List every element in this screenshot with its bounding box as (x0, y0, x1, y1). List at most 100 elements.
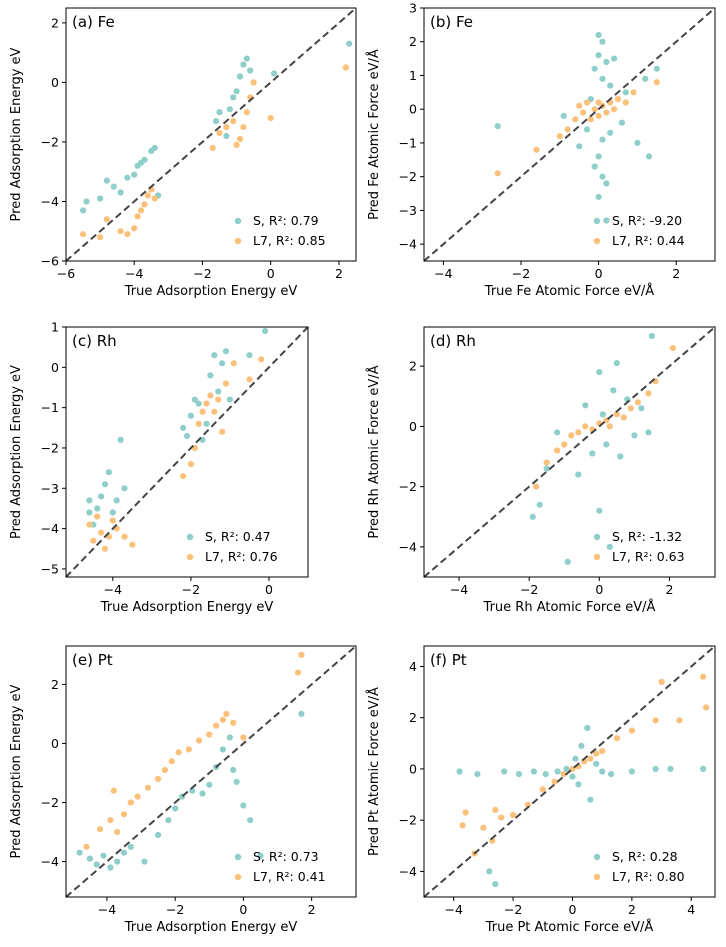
data-point-l7 (83, 843, 90, 850)
data-point-l7 (94, 513, 101, 520)
panel-title: (c) Rh (72, 332, 117, 350)
data-point-s (141, 858, 148, 865)
legend-entry-s: S, R²: -1.32 (612, 529, 682, 544)
points-group (529, 332, 677, 566)
y-axis-label: Pred Adsorption Energy eV (9, 47, 24, 221)
axes-frame (65, 645, 357, 898)
data-point-l7 (109, 517, 116, 524)
y-tick-label: −4 (41, 194, 59, 209)
x-tick-label: 2 (628, 902, 636, 917)
data-point-s (575, 781, 582, 788)
data-point-s (199, 790, 206, 797)
data-point-s (575, 471, 582, 478)
data-point-l7 (222, 380, 230, 387)
data-point-l7 (216, 129, 223, 137)
legend: S, R²: -1.32 L7, R²: 0.63 (593, 529, 685, 564)
x-tick-label: 2 (672, 266, 680, 281)
data-point-s (271, 70, 278, 77)
data-point-l7 (568, 432, 575, 439)
y-tick-label: 2 (51, 677, 59, 692)
data-point-l7 (161, 766, 168, 774)
y-tick-label: −4 (399, 237, 417, 252)
data-point-s (645, 429, 652, 436)
data-point-l7 (223, 124, 230, 131)
data-point-l7 (97, 234, 104, 241)
data-point-l7 (509, 811, 517, 819)
data-point-s (529, 513, 536, 520)
panel-title: (d) Rh (430, 332, 476, 350)
data-point-s (563, 765, 570, 773)
data-point-l7 (533, 146, 540, 153)
x-tick-label: −2 (166, 902, 184, 917)
data-point-s (596, 507, 603, 514)
y-tick-label: −4 (399, 539, 417, 554)
data-point-l7 (298, 651, 305, 659)
data-point-l7 (703, 704, 710, 711)
axes-frame (65, 7, 357, 262)
data-point-l7 (223, 710, 230, 718)
data-point-l7 (185, 746, 192, 753)
data-point-s (226, 106, 233, 113)
data-point-l7 (582, 423, 589, 430)
identity-diagonal-line (65, 326, 309, 578)
data-point-l7 (556, 133, 563, 140)
legend-marker-l7 (593, 873, 601, 881)
legend-marker-l7 (234, 873, 242, 881)
data-point-s (618, 119, 626, 126)
x-tick-label: 0 (568, 902, 576, 917)
points-group (456, 673, 710, 888)
data-point-s (593, 760, 600, 767)
data-point-l7 (211, 408, 218, 415)
data-point-s (599, 38, 606, 45)
legend-entry-s: S, R²: -9.20 (612, 213, 682, 228)
data-point-s (617, 453, 624, 460)
x-axis-label: True Rh Atomic Force eV/Å (483, 599, 656, 615)
y-axis-label: Pred Fe Atomic Force eV/Å (366, 49, 382, 220)
data-point-s (648, 332, 656, 340)
data-point-l7 (230, 118, 237, 125)
y-tick-label: 3 (409, 1, 417, 16)
data-point-l7 (219, 716, 226, 723)
scatter-panel-3: −4 −2 0 −5 −4 −3 −2 −1 0 1 True Adsorption Energy … (9, 320, 309, 615)
x-tick-label: −2 (520, 582, 538, 597)
identity-diagonal-line (65, 645, 357, 898)
data-point-s (100, 852, 107, 859)
data-point-s (172, 805, 179, 812)
legend-marker-s (593, 533, 601, 541)
legend-marker-s (593, 217, 601, 225)
x-tick-label: 2 (308, 902, 316, 917)
y-tick-label: 2 (409, 34, 417, 49)
data-point-l7 (168, 758, 175, 765)
data-point-l7 (564, 126, 571, 133)
data-point-s (223, 132, 230, 140)
legend-marker-s (186, 533, 194, 541)
data-point-s (240, 802, 247, 809)
y-tick-label: −4 (399, 864, 417, 879)
data-point-l7 (141, 201, 148, 208)
data-point-s (189, 787, 196, 794)
x-tick-label: −4 (434, 266, 452, 281)
data-point-l7 (560, 771, 567, 778)
data-point-s (638, 405, 645, 412)
identity-diagonal-line (423, 645, 716, 898)
data-point-s (595, 153, 602, 160)
y-axis-label: Pred Adsorption Energy eV (9, 684, 24, 858)
data-point-l7 (110, 787, 117, 794)
x-tick-label: 0 (595, 266, 603, 281)
legend: S, R²: 0.47 L7, R²: 0.76 (186, 529, 278, 564)
y-axis-label: Pred Pt Atomic Force eV/Å (366, 687, 382, 856)
data-point-l7 (117, 228, 124, 235)
data-point-l7 (213, 722, 220, 729)
data-point-l7 (587, 116, 594, 123)
data-point-s (582, 402, 589, 409)
data-point-s (109, 509, 116, 516)
data-point-s (141, 156, 148, 163)
legend-entry-s: S, R²: 0.28 (612, 849, 678, 864)
data-point-l7 (576, 102, 583, 109)
data-point-s (117, 436, 124, 443)
x-tick-label: 0 (267, 266, 275, 281)
data-point-l7 (80, 231, 87, 238)
legend: S, R²: -9.20 L7, R²: 0.44 (593, 213, 685, 248)
data-point-l7 (611, 106, 618, 113)
y-tick-label: 0 (51, 75, 59, 90)
